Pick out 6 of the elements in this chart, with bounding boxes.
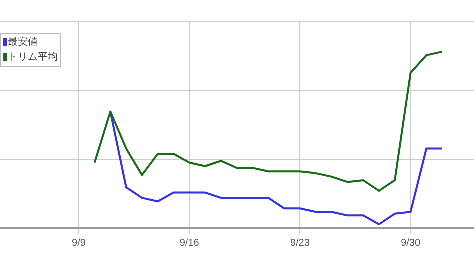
legend-label: トリム平均 [8,52,58,63]
legend-label: 最安値 [8,37,38,48]
x-tick-label: 9/9 [72,238,86,249]
x-tick-label: 9/30 [401,238,421,249]
x-tick-label: 9/16 [180,238,200,249]
x-tick-label: 9/23 [290,238,310,249]
